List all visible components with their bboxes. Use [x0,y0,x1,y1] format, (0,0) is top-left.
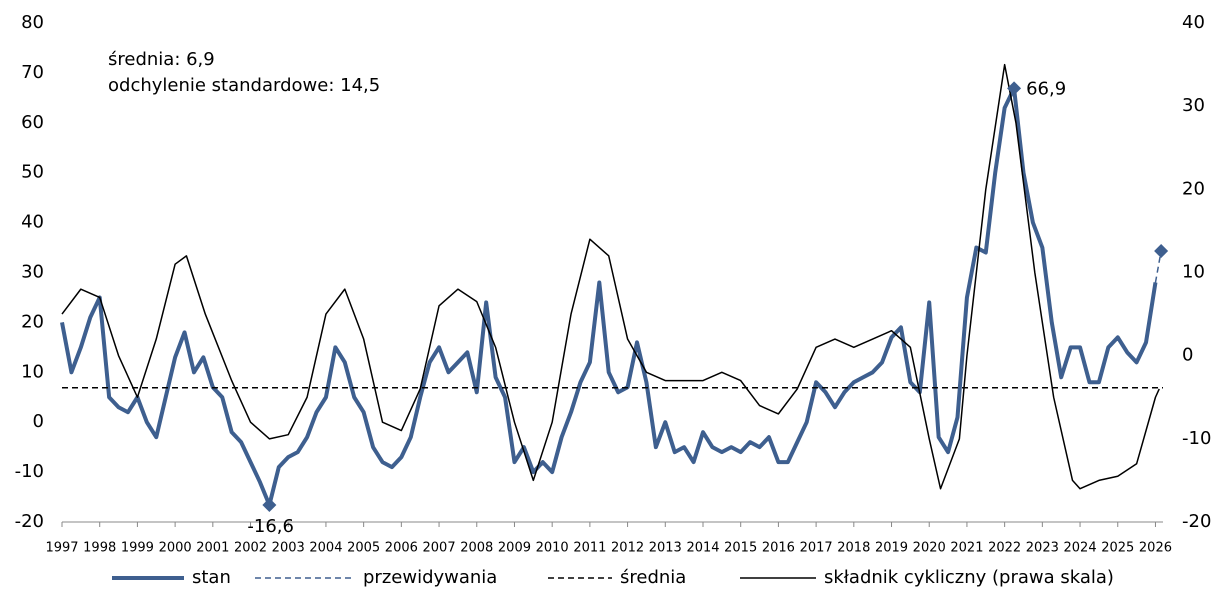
x-tick-label: 2014 [686,541,719,556]
x-tick-label: 2003 [272,541,305,556]
x-tick-label: 2011 [573,541,606,556]
series-line [1154,250,1162,283]
x-tick-label: 2013 [649,541,682,556]
y-tick-label: 60 [21,112,44,133]
x-tick-label: 2021 [950,541,983,556]
legend-label: przewidywania [363,567,497,588]
marker [1007,81,1022,96]
x-tick-label: 2016 [762,541,795,556]
series-line [60,86,1158,508]
x-tick-label: 2023 [1026,541,1059,556]
x-tick-label: 1999 [121,541,154,556]
y2-tick-label: 40 [1182,12,1205,33]
x-tick-label: 2020 [913,541,946,556]
x-tick-label: 2015 [724,541,757,556]
x-tick-label: 2000 [159,541,192,556]
x-tick-label: 2019 [875,541,908,556]
series-line [61,63,1160,490]
y-tick-label: 10 [21,361,44,382]
x-tick-label: 1997 [45,541,78,556]
x-tick-label: 1998 [83,541,116,556]
x-tick-label: 2002 [234,541,267,556]
y-tick-label: 50 [21,162,44,183]
x-tick-label: 2004 [309,541,342,556]
x-tick-label: 2012 [611,541,644,556]
marker [262,498,277,513]
y-tick-label: 0 [33,411,44,432]
x-tick-label: 2022 [988,541,1021,556]
y-tick-label: -20 [15,511,44,532]
x-tick-label: 2006 [385,541,418,556]
note: odchylenie standardowe: 14,5 [108,75,380,96]
x-tick-label: 2009 [498,541,531,556]
x-tick-label: 2001 [196,541,229,556]
legend-label: stan [192,567,231,588]
y2-tick-label: 20 [1182,178,1205,199]
annotation: 66,9 [1026,78,1066,99]
note: średnia: 6,9 [108,49,215,70]
x-tick-label: 2025 [1101,541,1134,556]
y-tick-label: 70 [21,62,44,83]
x-tick-label: 2024 [1064,541,1097,556]
marker [1154,244,1169,259]
legend-label: średnia [620,567,686,588]
x-tick-label: 2010 [536,541,569,556]
y2-tick-label: -10 [1182,428,1211,449]
y-tick-label: 80 [21,12,44,33]
x-tick-label: 2008 [460,541,493,556]
y-tick-label: -10 [15,461,44,482]
y2-tick-label: 30 [1182,95,1205,116]
x-tick-label: 2007 [423,541,456,556]
x-tick-label: 2026 [1139,541,1172,556]
x-tick-label: 2018 [837,541,870,556]
y-tick-label: 40 [21,212,44,233]
y-tick-label: 20 [21,311,44,332]
y2-tick-label: 0 [1182,345,1193,366]
y2-tick-label: -20 [1182,511,1211,532]
legend-label: składnik cykliczny (prawa skala) [824,567,1114,588]
y-tick-label: 30 [21,262,44,283]
x-tick-label: 2017 [800,541,833,556]
annotation: -16,6 [247,516,294,537]
y2-tick-label: 10 [1182,262,1205,283]
x-tick-label: 2005 [347,541,380,556]
